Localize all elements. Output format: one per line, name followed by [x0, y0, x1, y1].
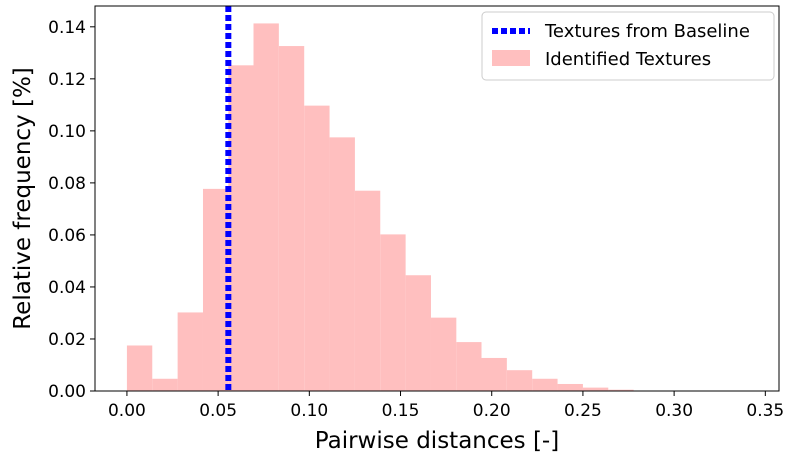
histogram-bar: [456, 342, 482, 391]
histogram-bar: [278, 46, 305, 391]
y-tick-label: 0.10: [48, 122, 86, 142]
x-axis-ticks: 0.00 0.05 0.10 0.15 0.20 0.25 0.30 0.35: [108, 391, 784, 421]
x-tick-label: 0.15: [382, 401, 420, 421]
x-tick-label: 0.00: [108, 401, 146, 421]
histogram-bars: [126, 23, 634, 392]
y-tick-label: 0.02: [48, 330, 86, 350]
histogram-bar: [557, 383, 583, 391]
y-tick-label: 0.00: [48, 382, 86, 402]
histogram-bar: [608, 389, 634, 391]
histogram-bar: [354, 190, 381, 391]
histogram-bar: [532, 378, 558, 391]
histogram-bar: [430, 317, 457, 391]
legend: Textures from Baseline Identified Textur…: [481, 11, 775, 81]
plot-frame: [94, 5, 780, 392]
histogram-bar: [202, 188, 229, 391]
histogram-bar: [152, 378, 178, 391]
y-axis-ticks: 0.00 0.02 0.04 0.06 0.08 0.10 0.12 0.14: [48, 18, 95, 402]
legend-label-identified: Identified Textures: [545, 49, 711, 70]
y-tick-label: 0.12: [48, 70, 86, 90]
histogram-bar: [177, 312, 203, 391]
x-tick-label: 0.30: [655, 401, 693, 421]
legend-swatch-identified: [492, 50, 530, 66]
x-axis-label: Pairwise distances [-]: [315, 428, 559, 454]
legend-label-baseline: Textures from Baseline: [544, 21, 750, 42]
x-tick-label: 0.20: [473, 401, 511, 421]
histogram-bar: [329, 137, 355, 391]
x-tick-label: 0.05: [199, 401, 237, 421]
histogram-bar: [253, 23, 279, 392]
x-tick-label: 0.10: [290, 401, 328, 421]
histogram-bar: [582, 387, 609, 391]
y-tick-label: 0.04: [48, 278, 86, 298]
histogram-bar: [304, 105, 330, 391]
y-tick-label: 0.08: [48, 174, 86, 194]
y-axis-label: Relative frequency [%]: [10, 67, 36, 330]
y-tick-label: 0.14: [48, 18, 86, 38]
histogram-bar: [405, 275, 431, 391]
histogram-bar: [228, 65, 254, 391]
histogram-bar: [380, 234, 406, 391]
x-tick-label: 0.35: [746, 401, 784, 421]
histogram-bar: [481, 357, 507, 391]
histogram-bar: [126, 345, 153, 391]
legend-box: [481, 11, 775, 81]
x-tick-label: 0.25: [564, 401, 602, 421]
histogram-bar: [506, 370, 533, 391]
y-tick-label: 0.06: [48, 226, 86, 246]
